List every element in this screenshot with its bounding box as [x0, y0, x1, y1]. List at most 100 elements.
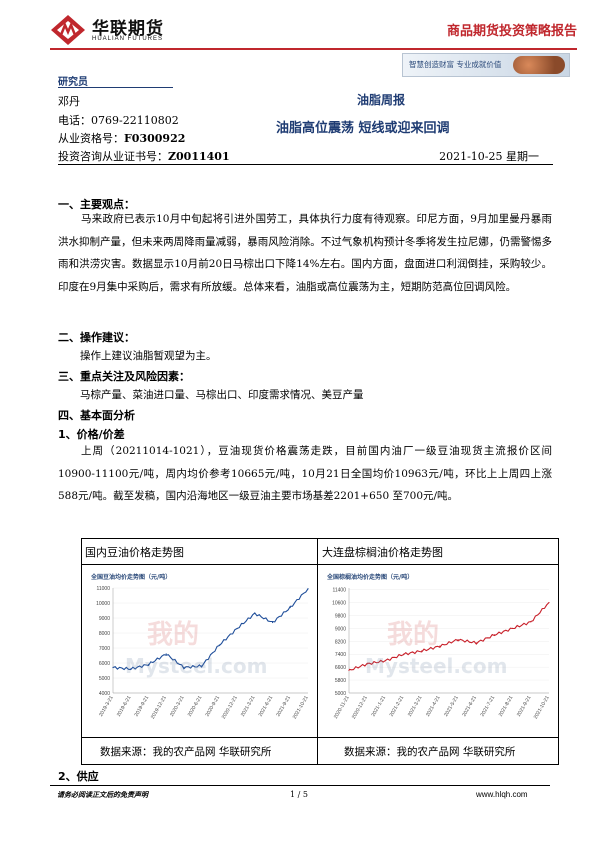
data-point [218, 644, 220, 646]
x-tick-label: 2020-9-21 [205, 695, 222, 718]
x-tick-label: 2021-3-21 [240, 695, 257, 718]
y-tick-label: 5000 [335, 691, 346, 697]
figure-divider [317, 539, 318, 764]
slogan-text: 智慧创造财富 专业成就价值 [409, 60, 502, 69]
consult-line: 投资咨询从业证书号：Z0011401 [58, 148, 230, 164]
x-tick-label: 2021-3-21 [407, 695, 424, 718]
data-point [493, 634, 496, 636]
section-heading-risks: 三、重点关注及风险因素： [58, 370, 190, 383]
x-tick-label: 2020-12-21 [221, 695, 239, 720]
soybean-oil-chart: 全国豆油均价走势图（元/吨） 我的 Mysteel.com 11000 10000… [85, 568, 314, 735]
y-tick-label: 7400 [335, 652, 346, 658]
data-point [548, 601, 550, 604]
qualification-line: 从业资格号：F0300922 [58, 130, 185, 146]
x-tick-label: 2020-6-21 [187, 695, 204, 718]
x-tick-label: 2019-9-21 [134, 695, 151, 718]
section-body-risks: 马棕产量、菜油进口量、马棕出口、印度需求情况、美豆产量 [80, 389, 364, 401]
left-figure-title: 国内豆油价格走势图 [85, 546, 184, 559]
x-tick-label: 2021-10-21 [292, 695, 310, 720]
x-tick-label: 2021-8-21 [498, 695, 515, 718]
series-line [112, 588, 309, 671]
subsection-heading-price: 1、价格/价差 [58, 428, 125, 441]
banner-image [513, 56, 565, 74]
palm-chart-caption: 全国棕榈油均价走势图（元/吨） [327, 574, 414, 581]
data-point [366, 663, 368, 665]
section-heading-fundamentals: 四、基本面分析 [58, 409, 135, 422]
palm-oil-chart: 全国棕榈油均价走势图（元/吨） 我的 Mysteel.com 11400 1060… [321, 568, 555, 735]
data-point [112, 666, 114, 669]
data-point [530, 621, 532, 623]
y-tick-label: 11400 [332, 588, 346, 594]
x-tick-label: 2021-9-21 [516, 695, 533, 718]
qualification-number: F0300922 [124, 132, 186, 145]
y-tick-label: 5800 [335, 678, 346, 684]
watermark-cn: 我的 [147, 620, 200, 650]
data-point [457, 639, 459, 641]
data-point [475, 642, 477, 644]
subsection-heading-supply: 2、供应 [58, 770, 99, 783]
data-point [439, 645, 441, 647]
data-point [147, 663, 150, 666]
palm-oil-line-chart: 1140010600980090008200740066005800500020… [332, 588, 551, 721]
report-type: 商品期货投资策略报告 [446, 24, 577, 39]
section-body-views: 马来政府已表示10月中旬起将引进外国劳工，具体执行力度有待观察。印尼方面，9月加… [58, 213, 552, 293]
figure-table: 国内豆油价格走势图 大连盘棕榈油价格走势图 全国豆油均价走势图（元/吨） 我的 … [81, 538, 559, 765]
soybean-chart-caption: 全国豆油均价走势图（元/吨） [91, 574, 172, 581]
data-point [130, 668, 132, 670]
x-tick-label: 2020-3-21 [169, 695, 186, 718]
company-name: 华联期货 [92, 19, 164, 39]
x-tick-label: 2021-4-21 [425, 695, 442, 718]
x-tick-label: 2019-3-21 [98, 695, 115, 718]
analyst-divider [58, 87, 173, 88]
report-date: 2021-10-25 星期一 [439, 150, 539, 163]
x-tick-label: 2020-11-21 [333, 695, 351, 720]
figure-source-rule [82, 737, 558, 738]
y-tick-label: 6600 [335, 665, 346, 671]
data-point [201, 665, 203, 667]
section-heading-advice: 二、操作建议： [58, 331, 135, 344]
data-point [183, 666, 185, 669]
x-tick-label: 2019-12-21 [150, 695, 168, 720]
consult-label: 投资咨询从业证书号： [58, 150, 168, 163]
data-point [384, 660, 386, 662]
x-tick-label: 2020-12-21 [351, 695, 369, 720]
data-point [254, 612, 256, 615]
meta-divider [58, 164, 553, 165]
report-name: 油脂周报 [357, 93, 406, 107]
soybean-oil-line-chart: 11000 10000 9000 8000 7000 6000 5000 40002019-3… [96, 586, 310, 720]
y-tick-label: 6000 [99, 661, 110, 667]
y-tick-label: 11000 [96, 586, 110, 592]
y-tick-label: 9800 [335, 613, 346, 619]
section-body-advice: 操作上建议油脂暂观望为主。 [80, 350, 217, 362]
footer-disclaimer: 请务必阅读正文后的免责声明 [57, 791, 148, 799]
x-tick-label: 2021-6-21 [461, 695, 478, 718]
analyst-phone: 电话：0769-22110802 [58, 114, 179, 127]
y-tick-label: 8200 [335, 639, 346, 645]
x-tick-label: 2019-6-21 [116, 695, 133, 718]
right-figure-source: 数据来源：我的农产品网 华联研究所 [344, 746, 516, 758]
y-tick-label: 9000 [335, 626, 346, 632]
company-name-en: HUALIAN FUTURES [92, 36, 164, 42]
watermark-en: Mysteel.com [125, 654, 268, 678]
data-point [236, 627, 238, 630]
y-tick-label: 8000 [99, 631, 110, 637]
slogan-banner: 智慧创造财富 专业成就价值 [402, 53, 570, 77]
right-figure-title: 大连盘棕榈油价格走势图 [322, 546, 443, 559]
hualian-logo-icon [51, 15, 85, 45]
page-number: 1 / 5 [290, 790, 308, 799]
x-tick-label: 2021-9-21 [275, 695, 292, 718]
data-point [402, 653, 405, 655]
x-tick-label: 2021-5-21 [443, 695, 460, 718]
report-title: 油脂高位震荡 短线或迎来回调 [276, 121, 450, 136]
analyst-name: 邓丹 [58, 95, 80, 108]
x-tick-label: 2021-2-21 [389, 695, 406, 718]
data-point [421, 650, 423, 652]
subsection-body-price: 上周（20211014-1021），豆油现货价格震荡走跌，目前国内油厂一级豆油现… [58, 445, 552, 502]
consult-number: Z0011401 [168, 150, 230, 163]
y-tick-label: 5000 [99, 676, 110, 682]
analyst-title: 研究员 [58, 77, 88, 88]
footer-website: www.hlqh.com [476, 790, 528, 799]
watermark-cn: 我的 [387, 620, 440, 650]
x-tick-label: 2021-7-21 [480, 695, 497, 718]
qualification-label: 从业资格号： [58, 132, 124, 145]
